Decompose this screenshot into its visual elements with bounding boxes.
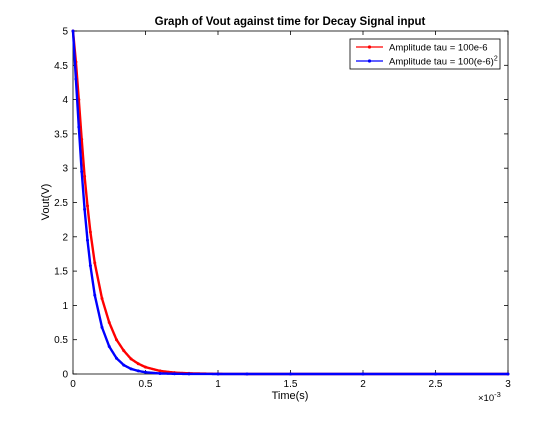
- series-2-point: [187, 372, 191, 376]
- series-2-point: [115, 356, 118, 360]
- series-2-point: [83, 207, 87, 211]
- y-tick-label: 0.5: [54, 335, 68, 346]
- legend-marker-series-2: [367, 59, 372, 63]
- series-2-point: [107, 345, 111, 349]
- y-tick-label: 2.5: [54, 198, 68, 209]
- y-axis-ticks: 0 0.5 1 1.5 2 2.5 3 3.5 4 4.5 5: [54, 27, 508, 381]
- series-2-point: [158, 371, 162, 375]
- series-1-point: [83, 174, 87, 178]
- y-tick-label: 5: [62, 27, 68, 38]
- series-2-point: [86, 238, 89, 242]
- series-1-point: [122, 349, 126, 353]
- series-1-point: [88, 230, 92, 234]
- legend-label-series-2-power: 2: [494, 56, 498, 63]
- chart-title: Graph of Vout against time for Decay Sig…: [155, 16, 426, 28]
- series-2-point: [88, 264, 92, 268]
- legend-label-series-2: Amplitude tau = 100(e-6): [389, 57, 494, 68]
- series-1-point: [136, 362, 140, 366]
- y-axis-label: Vout(V): [40, 184, 52, 221]
- series-1-point: [93, 261, 97, 265]
- x-axis-exponent: ×10-3: [478, 390, 501, 404]
- x-tick-label: 3: [505, 379, 511, 390]
- x-tick-label: 0.5: [139, 379, 153, 390]
- series-2-point: [93, 293, 97, 297]
- series-2-point: [74, 77, 78, 81]
- series-2-point: [129, 367, 133, 371]
- series-2-point: [122, 363, 126, 367]
- legend-label-series-1: Amplitude tau = 100e-6: [389, 43, 488, 54]
- series-2-point: [434, 372, 437, 376]
- y-tick-label: 1: [62, 301, 68, 312]
- legend: Amplitude tau = 100e-6 Amplitude tau = 1…: [349, 38, 501, 70]
- y-tick-label: 4: [62, 95, 68, 106]
- y-tick-label: 0: [62, 370, 68, 381]
- series-2-point: [216, 372, 220, 376]
- plot-area: [72, 30, 509, 375]
- series-2-point: [77, 125, 81, 129]
- series-1-point: [80, 137, 84, 141]
- series-layer: [71, 29, 510, 376]
- series-1-point: [86, 204, 89, 208]
- x-axis-label: Time(s): [272, 390, 309, 402]
- y-tick-label: 3.5: [54, 129, 68, 140]
- series-2-point: [245, 372, 249, 376]
- x-tick-label: 1.5: [284, 379, 298, 390]
- series-2-point: [80, 170, 84, 174]
- series-2-point: [71, 29, 75, 33]
- series-1-point: [144, 365, 147, 369]
- y-tick-label: 2: [62, 232, 68, 243]
- series-1-point: [129, 357, 133, 361]
- series-1-point: [107, 321, 111, 325]
- x-tick-label: 2: [360, 379, 366, 390]
- y-tick-label: 1.5: [54, 267, 68, 278]
- series-2-point: [289, 372, 292, 376]
- series-2-point: [506, 372, 510, 376]
- x-axis-exponent-base: ×10: [478, 393, 494, 404]
- series-1-point: [100, 297, 104, 301]
- x-tick-label: 1: [215, 379, 221, 390]
- series-2-point: [173, 372, 176, 376]
- x-tick-label: 2.5: [429, 379, 443, 390]
- series-1-point: [115, 338, 118, 342]
- y-tick-label: 4.5: [54, 61, 68, 72]
- series-2-point: [136, 369, 140, 373]
- series-1-point: [158, 369, 162, 373]
- legend-box: [349, 38, 501, 70]
- series-2-point: [361, 372, 365, 376]
- legend-label-series-2-text: Amplitude tau = 100(e-6)2: [389, 56, 498, 68]
- y-tick-label: 3: [62, 164, 68, 175]
- x-tick-label: 0: [70, 379, 76, 390]
- series-2-point: [100, 325, 104, 329]
- legend-marker-series-1: [367, 45, 372, 49]
- x-axis-exponent-power: -3: [494, 390, 501, 399]
- series-2-point: [144, 370, 147, 374]
